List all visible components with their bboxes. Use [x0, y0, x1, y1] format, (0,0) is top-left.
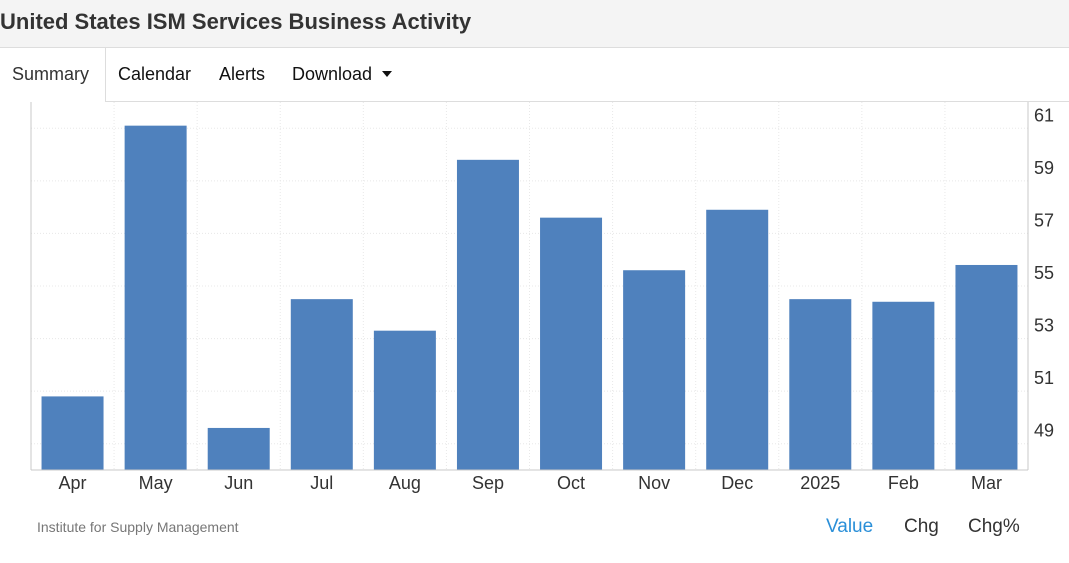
bar [290, 299, 353, 470]
x-tick-label: Jul [310, 473, 333, 493]
title-bar: United States ISM Services Business Acti… [0, 0, 1069, 48]
y-tick-label: 57 [1034, 210, 1054, 230]
tab-alerts-label: Alerts [219, 64, 266, 84]
x-tick-label: Jun [224, 473, 253, 493]
x-tick-label: Oct [557, 473, 585, 493]
x-tick-label: Feb [888, 473, 919, 493]
chg-mode-button[interactable]: Chg [904, 516, 939, 537]
y-tick-label: 53 [1034, 316, 1054, 336]
page-title: United States ISM Services Business Acti… [0, 9, 472, 34]
y-tick-label: 49 [1034, 421, 1054, 441]
tab-divider [105, 101, 1069, 102]
x-tick-label: May [139, 473, 173, 493]
tab-alerts[interactable]: Alerts [219, 48, 265, 102]
tab-calendar-label: Calendar [118, 64, 192, 84]
bar [623, 270, 686, 470]
x-tick-label: Aug [389, 473, 421, 493]
bar [41, 396, 104, 470]
y-tick-label: 61 [1034, 105, 1054, 125]
y-tick-label: 59 [1034, 158, 1054, 178]
y-tick-label: 51 [1034, 368, 1054, 388]
source-label: Institute for Supply Management [37, 519, 239, 535]
tab-bar: Summary Calendar Alerts Download [0, 48, 1069, 102]
bar [456, 159, 519, 471]
tab-download-label: Download [292, 64, 373, 84]
bar [373, 330, 436, 470]
tab-download[interactable]: Download [292, 48, 393, 102]
tab-calendar[interactable]: Calendar [118, 48, 191, 102]
bar [872, 301, 935, 470]
bar [955, 264, 1018, 470]
tab-summary[interactable]: Summary [0, 48, 106, 102]
bar [540, 217, 603, 470]
tab-summary-label: Summary [12, 64, 90, 84]
x-tick-label: Sep [472, 473, 504, 493]
bar [124, 125, 187, 471]
x-tick-label: 2025 [800, 473, 840, 493]
y-tick-label: 55 [1034, 263, 1054, 283]
x-tick-label: Mar [971, 473, 1002, 493]
caret-down-icon [382, 71, 393, 77]
bar [706, 209, 769, 470]
bar [789, 299, 852, 470]
x-tick-label: Apr [59, 473, 87, 493]
chg-percent-mode-button[interactable]: Chg% [968, 516, 1020, 537]
bar [207, 427, 270, 470]
x-tick-label: Dec [721, 473, 753, 493]
x-tick-label: Nov [638, 473, 670, 493]
value-mode-button[interactable]: Value [826, 516, 874, 537]
